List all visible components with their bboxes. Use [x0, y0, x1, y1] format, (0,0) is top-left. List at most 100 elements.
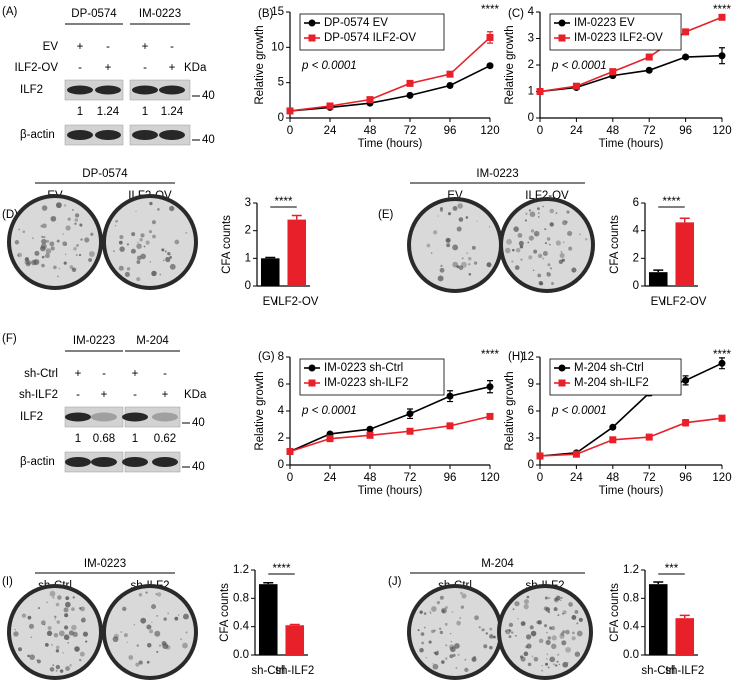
colony — [444, 606, 448, 609]
colony — [560, 599, 562, 602]
data-point — [366, 425, 374, 433]
colony — [523, 651, 529, 657]
colony — [549, 243, 551, 246]
colony — [526, 595, 530, 599]
blot-band — [91, 457, 117, 467]
legend-box — [549, 358, 682, 396]
image-title: IM-0223 — [84, 558, 126, 570]
colony — [545, 607, 551, 612]
row-label: ILF2-OV — [15, 62, 59, 74]
colony — [523, 603, 529, 610]
colony — [62, 652, 64, 654]
x-tick-label: 96 — [679, 125, 692, 137]
colony — [549, 626, 552, 629]
colony — [41, 205, 48, 211]
colony — [64, 613, 69, 618]
x-tick-label: 24 — [324, 472, 337, 484]
colony — [461, 257, 464, 260]
colony — [41, 238, 47, 245]
size-marker: 40 — [202, 134, 215, 146]
colony — [545, 662, 549, 666]
series-line — [289, 385, 491, 453]
significance: **** — [481, 349, 499, 361]
blot-band — [132, 130, 158, 140]
bar — [675, 222, 695, 286]
colony — [561, 640, 567, 646]
blot-band — [122, 412, 148, 422]
colony — [547, 596, 551, 600]
protein-label: ILF2 — [20, 84, 43, 96]
data-point — [326, 102, 334, 110]
colony — [539, 282, 544, 286]
y-tick-label: 0 — [278, 459, 284, 471]
legend-label: DP-0574 EV — [324, 17, 388, 29]
colony — [65, 601, 71, 608]
colony — [159, 273, 162, 276]
colony — [62, 241, 68, 247]
colony — [549, 656, 556, 663]
colony — [473, 261, 478, 265]
p-value: p < 0.0001 — [551, 405, 607, 417]
colony — [136, 260, 141, 264]
colony — [537, 273, 542, 278]
colony — [544, 242, 548, 245]
colony — [565, 646, 571, 653]
blot-band — [67, 85, 93, 95]
x-tick-label: ILF2-OV — [275, 296, 319, 308]
colony — [123, 633, 128, 638]
data-point — [406, 91, 414, 99]
colony — [74, 213, 80, 218]
colony — [525, 634, 532, 640]
colony — [169, 253, 171, 256]
colony — [155, 593, 158, 595]
colony — [544, 228, 547, 231]
panel-label: (F) — [2, 333, 17, 345]
colony — [483, 628, 486, 631]
panel-label: (J) — [388, 576, 402, 588]
colony — [63, 204, 67, 207]
colony — [452, 244, 459, 251]
colony — [559, 252, 565, 259]
colony — [520, 621, 526, 626]
colony — [514, 601, 520, 607]
colony — [440, 264, 443, 268]
row-label: EV — [43, 41, 59, 53]
colony — [420, 632, 425, 636]
protein-label: ILF2 — [20, 411, 43, 423]
x-tick-label: 72 — [404, 125, 417, 137]
x-tick-label: sh-ILF2 — [275, 665, 314, 677]
legend-swatch — [308, 379, 316, 387]
blot-band — [65, 457, 91, 467]
legend-swatch — [558, 19, 566, 27]
error-bar — [265, 256, 276, 259]
blot-band — [67, 130, 93, 140]
colony — [120, 631, 123, 633]
colony — [148, 230, 153, 234]
colony — [449, 633, 452, 635]
colony — [25, 261, 31, 267]
x-tick-label: 96 — [444, 125, 457, 137]
legend-swatch — [308, 19, 316, 27]
colony — [546, 653, 549, 656]
colony — [545, 658, 548, 660]
colony — [514, 265, 520, 270]
image-title: IM-0223 — [476, 168, 518, 180]
lane-mark: - — [170, 41, 174, 53]
y-axis-title: Relative growth — [254, 25, 266, 104]
data-point — [446, 70, 454, 78]
x-axis-title: Time (hours) — [599, 138, 664, 150]
colony — [88, 251, 95, 257]
colony — [460, 591, 463, 595]
legend-label: IM-0223 EV — [574, 17, 635, 29]
colony — [478, 626, 481, 629]
cell-line-label: DP-0574 — [71, 8, 117, 20]
colony — [585, 238, 588, 241]
y-tick-label: 6 — [528, 405, 534, 417]
y-axis-title: CFA counts — [219, 583, 231, 642]
error-bar — [679, 217, 690, 223]
size-marker: 40 — [202, 90, 215, 102]
colony — [529, 211, 536, 218]
colony — [579, 233, 581, 236]
series-line — [289, 415, 491, 453]
significance: **** — [481, 4, 499, 16]
